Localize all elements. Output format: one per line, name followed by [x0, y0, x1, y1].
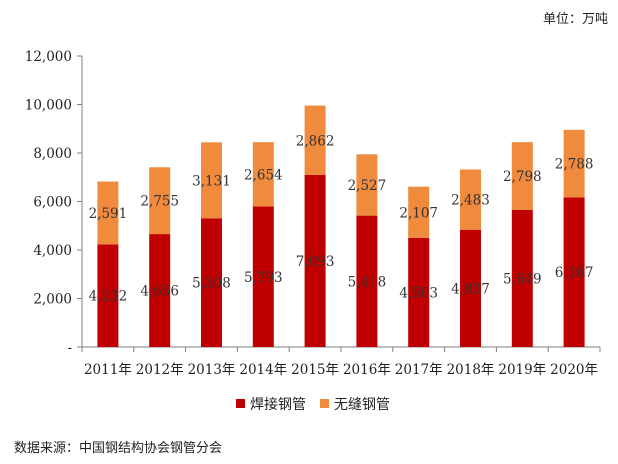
data-label-welded: 4,837 — [451, 281, 490, 297]
unit-label: 单位：万吨 — [542, 12, 608, 27]
bar-welded-pipe — [511, 210, 533, 347]
x-tick-label: 2012年 — [136, 362, 184, 378]
bar-seamless-pipe — [149, 167, 171, 235]
bar-seamless-pipe — [563, 129, 585, 198]
bar-seamless-pipe — [201, 142, 222, 219]
source-label: 数据来源：中国钢结构协会钢管分会 — [14, 441, 223, 456]
bar-welded-pipe — [356, 215, 378, 347]
y-tick-label: - — [67, 340, 72, 356]
y-tick-label: 4,000 — [33, 243, 72, 259]
data-label-welded: 7,093 — [296, 254, 335, 270]
bar-seamless-pipe — [460, 169, 481, 230]
bar-seamless-pipe — [304, 105, 326, 175]
legend-swatch-seamless — [320, 399, 329, 408]
y-tick-label: 6,000 — [33, 195, 72, 211]
data-label-welded: 4,656 — [140, 284, 179, 300]
data-label-seamless: 2,527 — [348, 178, 387, 194]
data-label-welded: 4,232 — [89, 289, 128, 305]
data-label-welded: 5,418 — [348, 274, 387, 290]
x-tick-label: 2020年 — [550, 362, 598, 378]
data-label-seamless: 2,591 — [89, 206, 128, 222]
bar-welded-pipe — [252, 206, 274, 347]
y-tick-label: 12,000 — [25, 49, 72, 65]
data-label-seamless: 2,798 — [503, 169, 542, 185]
legend-swatch-welded — [236, 399, 245, 408]
x-tick-label: 2014年 — [239, 362, 287, 378]
data-label-welded: 4,503 — [399, 285, 438, 301]
bar-seamless-pipe — [408, 186, 430, 238]
bar-welded-pipe — [563, 197, 585, 347]
x-tick-label: 2017年 — [395, 362, 443, 378]
data-label-seamless: 3,131 — [192, 173, 231, 189]
data-label-welded: 6,167 — [555, 265, 594, 281]
bar-welded-pipe — [460, 229, 481, 347]
data-label-seamless: 2,654 — [244, 167, 283, 183]
x-tick-label: 2015年 — [291, 362, 339, 378]
data-label-welded: 5,308 — [192, 276, 231, 292]
bar-welded-pipe — [201, 218, 222, 347]
x-tick-label: 2011年 — [84, 362, 132, 378]
x-tick-label: 2013年 — [188, 362, 236, 378]
data-label-seamless: 2,788 — [555, 157, 594, 173]
bar-seamless-pipe — [511, 142, 533, 211]
x-tick-label: 2016年 — [343, 362, 391, 378]
y-tick-label: 8,000 — [33, 146, 72, 162]
data-label-welded: 5,649 — [503, 272, 542, 288]
data-label-seamless: 2,483 — [451, 193, 490, 209]
data-label-seamless: 2,107 — [399, 205, 438, 221]
bar-seamless-pipe — [97, 181, 119, 245]
bar-welded-pipe — [149, 234, 171, 347]
bar-welded-pipe — [408, 237, 430, 347]
y-tick-label: 10,000 — [25, 98, 72, 114]
bar-seamless-pipe — [252, 142, 274, 207]
y-tick-label: 2,000 — [33, 292, 72, 308]
legend-label-welded: 焊接钢管 — [250, 396, 306, 413]
x-tick-label: 2019年 — [498, 362, 546, 378]
data-label-welded: 5,793 — [244, 270, 283, 286]
bar-welded-pipe — [304, 174, 326, 347]
x-tick-label: 2018年 — [447, 362, 495, 378]
legend-label-seamless: 无缝钢管 — [334, 397, 390, 413]
data-label-seamless: 2,862 — [296, 133, 335, 149]
bar-welded-pipe — [97, 244, 119, 347]
bar-seamless-pipe — [356, 154, 378, 216]
data-label-seamless: 2,755 — [140, 194, 179, 210]
